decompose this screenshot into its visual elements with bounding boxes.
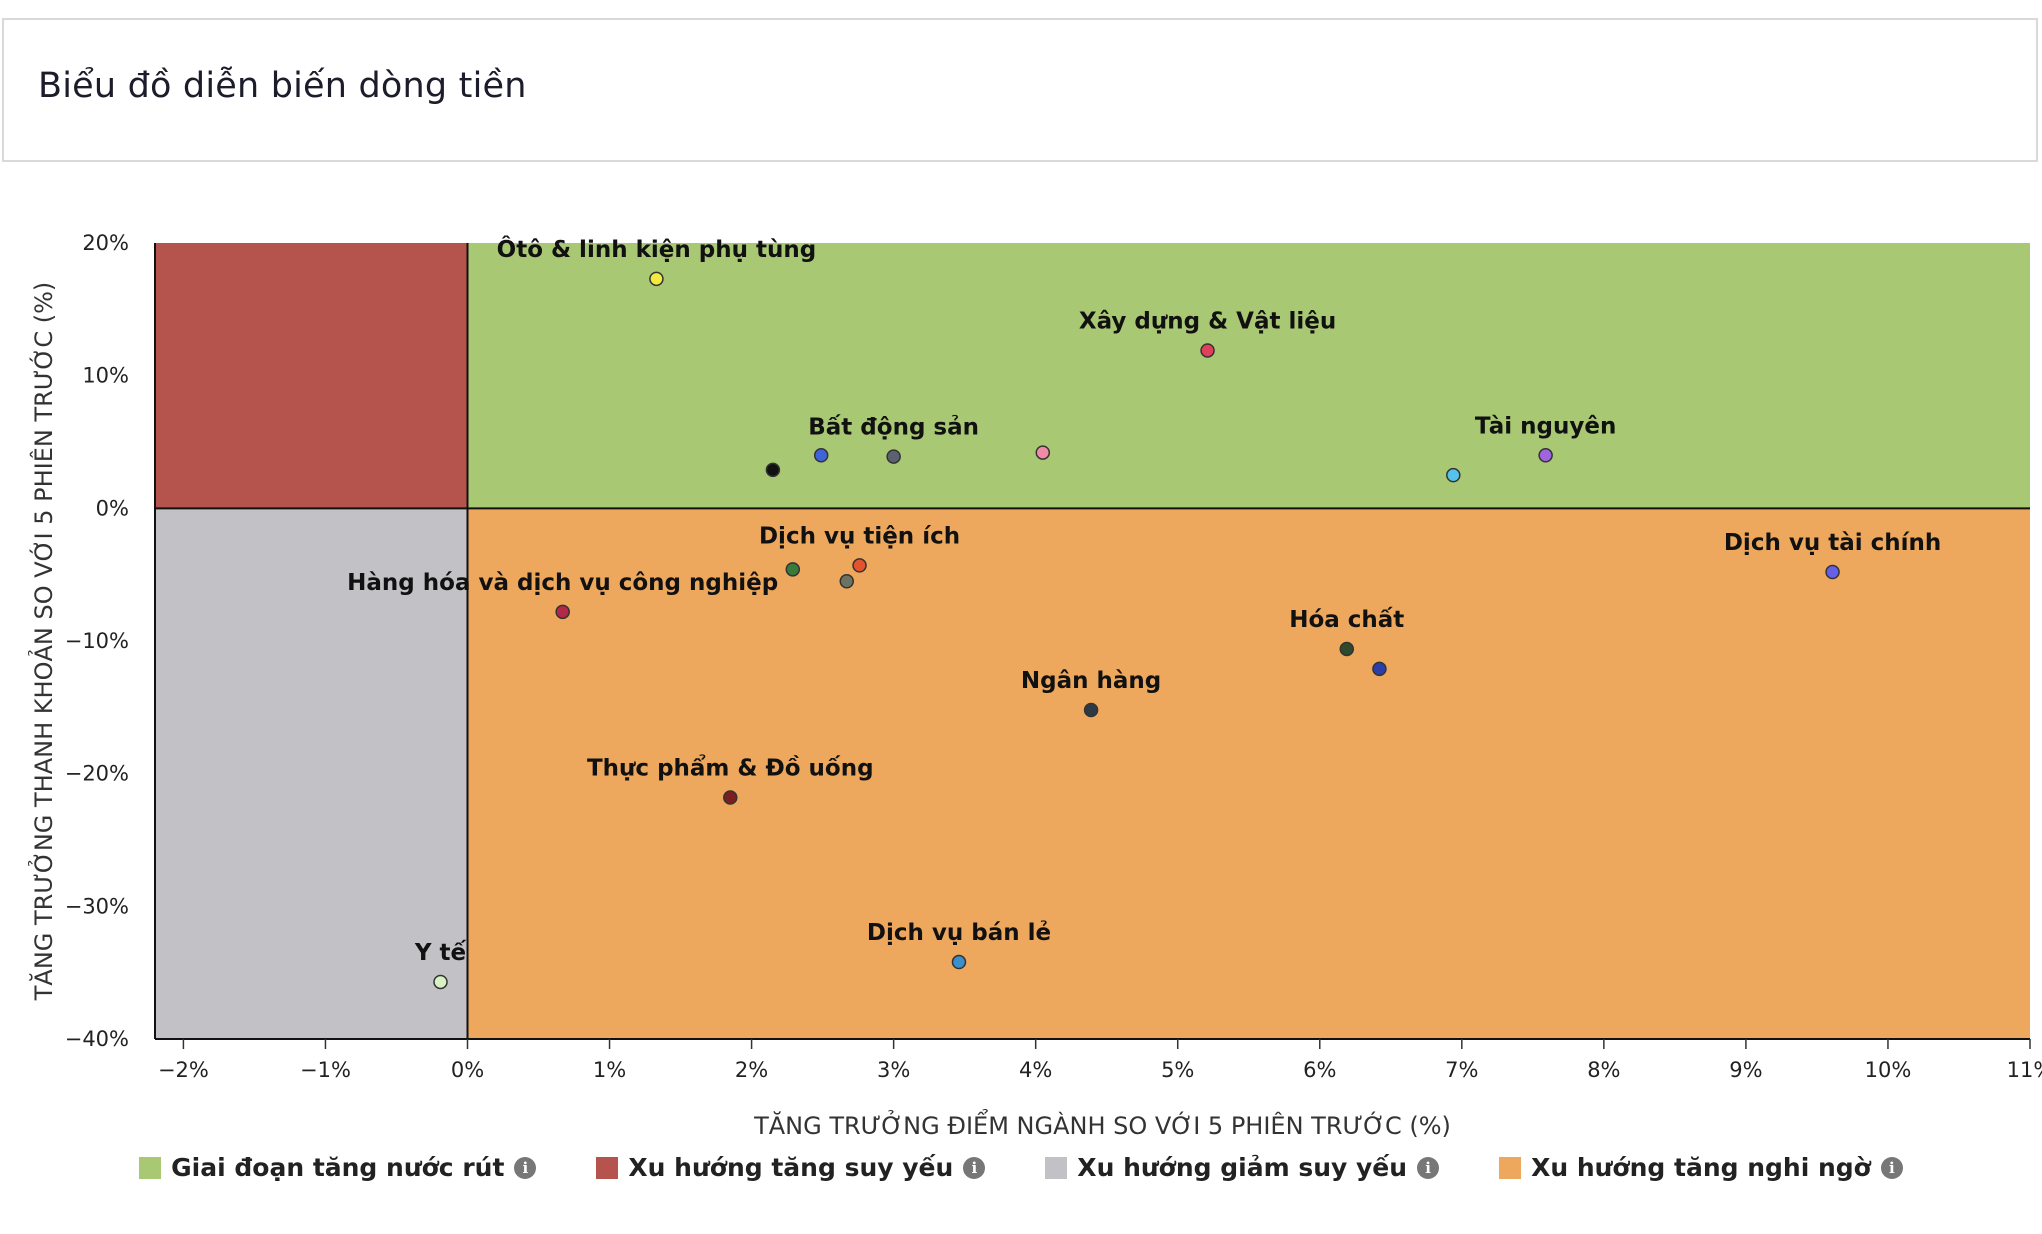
x-tick-label: 2% [735,1058,768,1082]
data-point [1339,641,1355,657]
data-point [723,790,738,805]
x-tick-label: −1% [300,1058,351,1082]
x-tick-label: 3% [877,1058,910,1082]
page-title: Biểu đồ diễn biến dòng tiền [38,66,527,106]
data-point [1035,445,1051,460]
x-tick-label: 7% [1445,1058,1478,1082]
legend-item-0[interactable]: Giai đoạn tăng nước rút i [139,1153,537,1182]
y-tick-label: −30% [65,894,129,918]
quadrant-top-right [467,243,2030,509]
data-point-label: Ngân hàng [1021,668,1161,694]
chart-legend: Giai đoạn tăng nước rút i Xu hướng tăng … [0,1153,2042,1182]
data-point [1372,661,1387,677]
data-point [1083,702,1099,718]
data-point-label: Dịch vụ bán lẻ [867,920,1051,946]
info-icon[interactable]: i [1417,1156,1440,1179]
x-tick-label: 8% [1587,1058,1620,1082]
x-tick-label: 4% [1019,1058,1052,1082]
y-tick-label: 10% [82,364,129,388]
legend-swatch-1 [596,1156,619,1179]
data-point-label: Hàng hóa và dịch vụ công nghiệp [347,570,778,596]
x-tick-label: 1% [593,1058,626,1082]
data-point [555,604,570,620]
data-point-label: Tài nguyên [1475,413,1616,439]
quadrant-top-left [155,243,468,509]
y-tick-label: 0% [96,496,129,520]
data-point-label: Thực phẩm & Đồ uống [587,754,874,782]
y-axis-title: TĂNG TRƯỞNG THANH KHOẢN SO VỚI 5 PHIÊN T… [27,282,58,1002]
data-point-label: Dịch vụ tiện ích [759,523,960,549]
y-tick-label: −40% [65,1027,129,1051]
data-point [433,974,448,990]
data-point [765,462,781,478]
data-point [1825,564,1840,580]
info-icon[interactable]: i [514,1156,537,1179]
legend-item-2[interactable]: Xu hướng giảm suy yếu i [1045,1153,1440,1182]
data-point [839,574,855,589]
x-tick-label: 9% [1729,1058,1762,1082]
data-point-label: Xây dựng & Vật liệu [1079,308,1336,334]
data-point [813,448,829,463]
y-tick-label: −10% [65,629,129,653]
data-point [852,558,867,573]
legend-swatch-3 [1499,1156,1522,1179]
x-tick-label: −2% [158,1058,209,1082]
x-tick-label: 11% [2007,1058,2042,1082]
data-point-label: Hóa chất [1289,606,1404,633]
x-tick-label: 5% [1161,1058,1194,1082]
data-point [1200,343,1215,358]
quadrant-bottom-right [467,508,2030,1039]
legend-label-0: Giai đoạn tăng nước rút [171,1153,505,1182]
quadrant-bottom-left [155,508,468,1039]
legend-swatch-0 [139,1156,162,1179]
data-point [1446,467,1461,483]
x-axis-title: TĂNG TRƯỞNG ĐIỂM NGÀNH SO VỚI 5 PHIÊN TR… [753,1108,1451,1140]
data-point-label: Bất động sản [808,414,979,441]
data-point-label: Ôtô & linh kiện phụ tùng [497,235,817,263]
data-point [649,271,664,287]
data-point [951,954,967,970]
info-icon[interactable]: i [963,1156,986,1179]
info-icon[interactable]: i [1880,1156,1903,1179]
legend-swatch-2 [1045,1156,1068,1179]
y-tick-label: 20% [82,231,129,255]
x-tick-label: 0% [451,1058,484,1082]
header-panel [2,18,2038,162]
legend-item-3[interactable]: Xu hướng tăng nghi ngờ i [1499,1153,1903,1182]
data-point [785,562,801,577]
y-tick-label: −20% [65,762,129,786]
x-tick-label: 6% [1303,1058,1336,1082]
x-tick-label: 10% [1865,1058,1912,1082]
data-point [1538,448,1553,463]
data-point-label: Y tế [414,939,467,966]
legend-label-1: Xu hướng tăng suy yếu [628,1153,954,1182]
legend-item-1[interactable]: Xu hướng tăng suy yếu i [596,1153,986,1182]
data-point [886,449,901,464]
data-point-label: Dịch vụ tài chính [1724,530,1941,556]
legend-label-3: Xu hướng tăng nghi ngờ [1531,1153,1871,1182]
legend-label-2: Xu hướng giảm suy yếu [1077,1153,1408,1182]
